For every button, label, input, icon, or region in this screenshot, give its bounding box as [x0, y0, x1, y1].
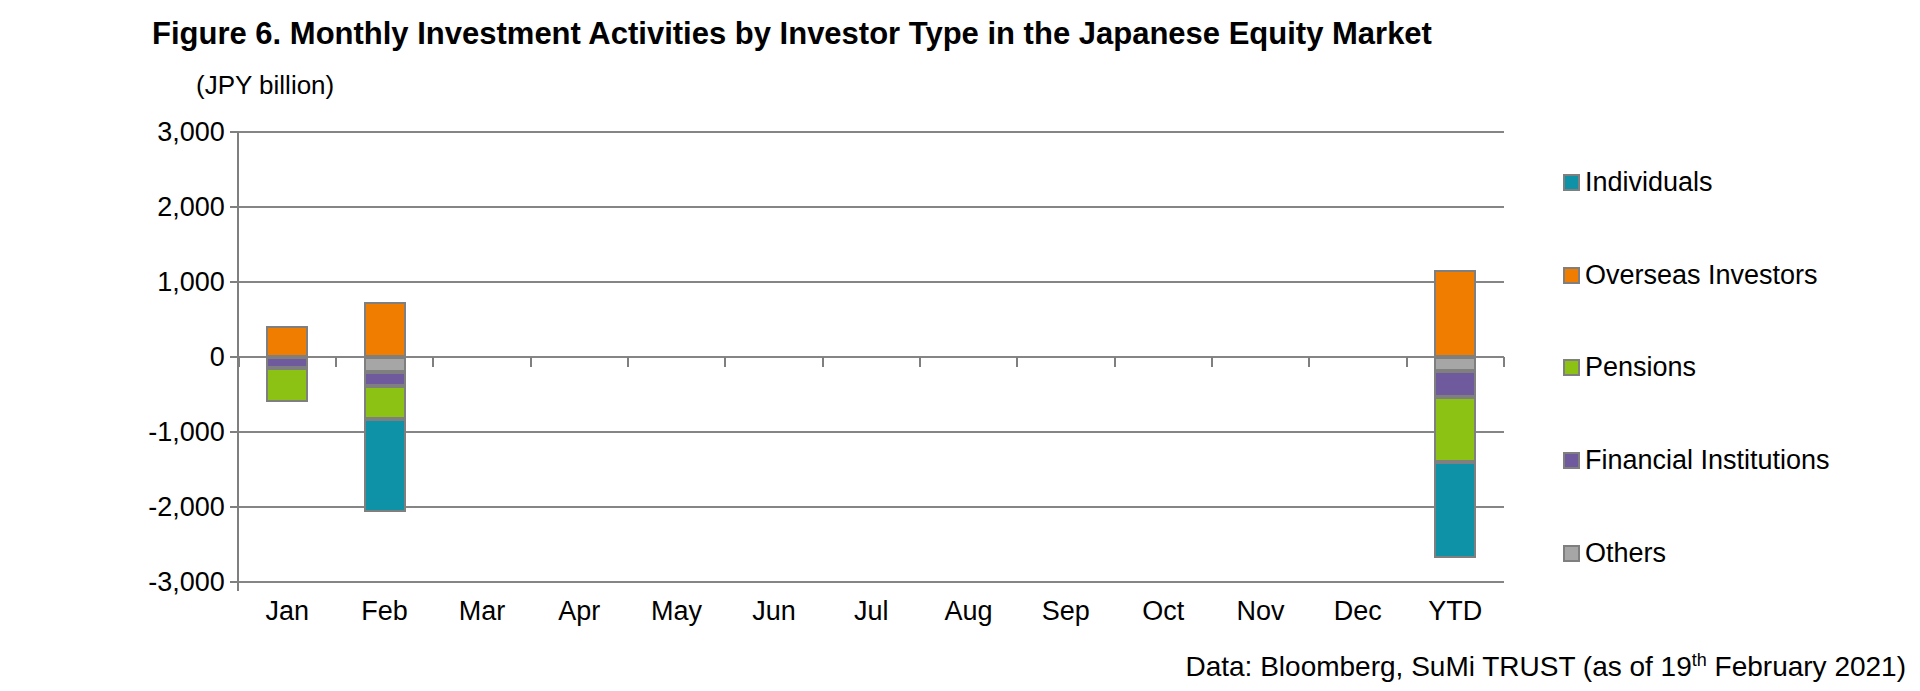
x-axis-category-label: Jun	[725, 598, 822, 625]
legend-item-overseas-investors: Overseas Investors	[1563, 260, 1818, 291]
bar-segment-others	[364, 357, 406, 372]
bar-segment-financial-institutions	[1434, 371, 1476, 397]
legend-label: Others	[1585, 538, 1666, 569]
legend-item-pensions: Pensions	[1563, 352, 1696, 383]
x-axis-category-label: May	[628, 598, 725, 625]
x-axis-tick	[919, 357, 921, 367]
legend-item-others: Others	[1563, 538, 1666, 569]
x-axis-category-label: Mar	[433, 598, 530, 625]
x-axis-tick	[335, 357, 337, 367]
legend-label: Individuals	[1585, 167, 1713, 198]
bar-segment-pensions	[364, 386, 406, 418]
y-axis-tick-label: -1,000	[115, 419, 225, 446]
x-axis-tick	[724, 357, 726, 367]
legend-marker-icon	[1563, 267, 1580, 284]
y-axis-tick-label: 1,000	[115, 269, 225, 296]
gridline	[239, 131, 1504, 133]
bar-segment-overseas-investors	[266, 326, 308, 358]
source-text-prefix: Data: Bloomberg, SuMi TRUST (as of 19	[1185, 651, 1691, 682]
legend-label: Overseas Investors	[1585, 260, 1818, 291]
bar-segment-financial-institutions	[364, 372, 406, 386]
x-axis-tick	[1016, 357, 1018, 367]
x-axis-tick	[1308, 357, 1310, 367]
bar-segment-overseas-investors	[364, 302, 406, 358]
y-axis-tick-label: -3,000	[115, 569, 225, 596]
legend-marker-icon	[1563, 174, 1580, 191]
legend-marker-icon	[1563, 452, 1580, 469]
x-axis-tick	[1503, 357, 1505, 367]
x-axis-tick	[432, 357, 434, 367]
x-axis-category-label: Jan	[239, 598, 336, 625]
legend-item-individuals: Individuals	[1563, 167, 1713, 198]
x-axis-category-label: Nov	[1212, 598, 1309, 625]
y-axis-tick-label: 2,000	[115, 194, 225, 221]
bar-segment-others	[1434, 357, 1476, 371]
plot-area: 3,0002,0001,0000-1,000-2,000-3,000JanFeb…	[0, 0, 1920, 691]
bar-segment-individuals	[364, 419, 406, 512]
source-superscript: th	[1692, 650, 1707, 670]
x-axis-tick	[1211, 357, 1213, 367]
x-axis-category-label: Feb	[336, 598, 433, 625]
x-axis-category-label: YTD	[1407, 598, 1504, 625]
legend-label: Financial Institutions	[1585, 445, 1830, 476]
bar-segment-pensions	[1434, 397, 1476, 462]
gridline	[239, 356, 1504, 358]
source-text-suffix: February 2021)	[1707, 651, 1906, 682]
bar-segment-individuals	[1434, 462, 1476, 557]
x-axis-category-label: Aug	[920, 598, 1017, 625]
y-axis-tick-label: -2,000	[115, 494, 225, 521]
legend-label: Pensions	[1585, 352, 1696, 383]
x-axis-tick	[822, 357, 824, 367]
x-axis-tick	[1406, 357, 1408, 367]
x-axis-category-label: Dec	[1309, 598, 1406, 625]
x-axis-tick	[627, 357, 629, 367]
bar-segment-pensions	[266, 368, 308, 402]
x-axis-category-label: Sep	[1017, 598, 1114, 625]
data-source-note: Data: Bloomberg, SuMi TRUST (as of 19th …	[1185, 650, 1906, 683]
x-axis-category-label: Apr	[531, 598, 628, 625]
x-axis-tick	[530, 357, 532, 367]
bar-segment-overseas-investors	[1434, 270, 1476, 357]
gridline	[239, 506, 1504, 508]
x-axis-tick	[238, 357, 240, 367]
legend-marker-icon	[1563, 545, 1580, 562]
x-axis-category-label: Jul	[823, 598, 920, 625]
y-axis-tick-label: 3,000	[115, 119, 225, 146]
x-axis-category-label: Oct	[1115, 598, 1212, 625]
y-axis-tick-label: 0	[115, 344, 225, 371]
x-axis-tick	[1114, 357, 1116, 367]
legend-marker-icon	[1563, 359, 1580, 376]
gridline	[239, 281, 1504, 283]
bar-segment-financial-institutions	[266, 357, 308, 368]
gridline	[239, 581, 1504, 583]
gridline	[239, 206, 1504, 208]
gridline	[239, 431, 1504, 433]
legend-item-financial-institutions: Financial Institutions	[1563, 445, 1830, 476]
